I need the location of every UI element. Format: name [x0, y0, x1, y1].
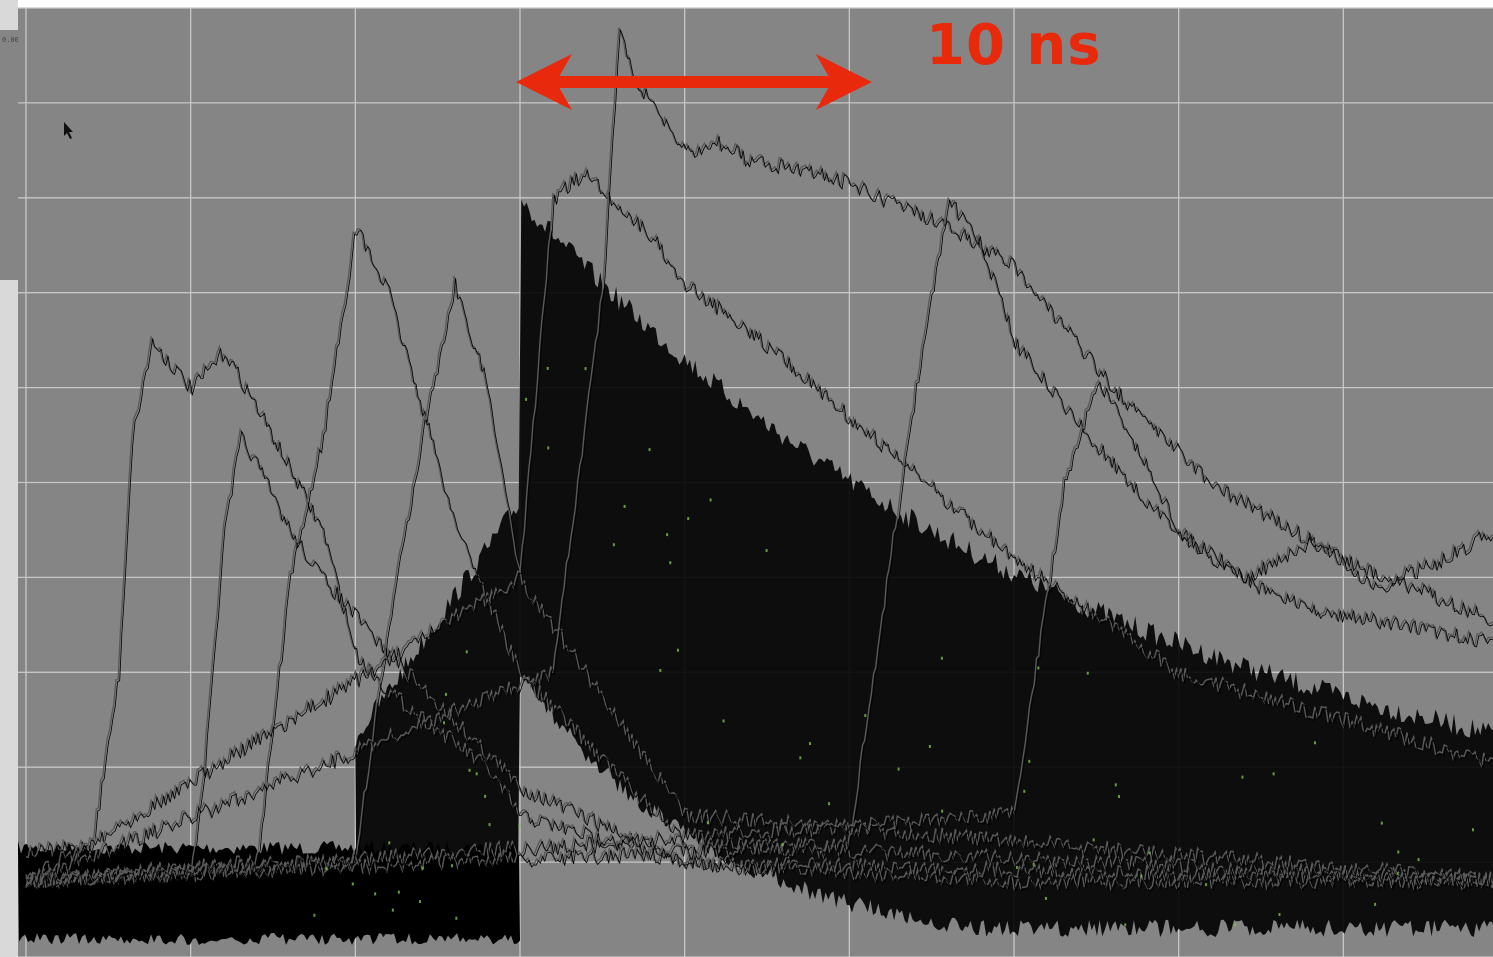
- noise-speck: [781, 843, 784, 847]
- noise-speck: [547, 446, 550, 450]
- noise-speck: [648, 448, 651, 452]
- noise-speck: [1114, 783, 1117, 787]
- noise-speck: [1015, 865, 1018, 869]
- noise-speck: [1023, 789, 1026, 793]
- noise-speck: [1028, 759, 1031, 763]
- noise-speck: [623, 504, 626, 508]
- noise-speck: [1241, 775, 1244, 779]
- noise-speck: [1124, 923, 1127, 927]
- noise-speck: [488, 823, 491, 827]
- noise-speck: [1086, 671, 1089, 675]
- mouse-cursor-icon: [64, 122, 73, 139]
- noise-speck: [391, 908, 394, 912]
- arrow-head-left-icon: [516, 54, 572, 110]
- noise-speck: [325, 867, 328, 871]
- trace-2-echo: [27, 430, 1493, 890]
- noise-specks: [313, 366, 1475, 927]
- noise-speck: [1234, 923, 1237, 927]
- timescale-label: 10 ns: [926, 13, 1102, 78]
- arrow-head-right-icon: [815, 54, 872, 110]
- noise-speck: [421, 866, 424, 870]
- noise-speck: [1037, 666, 1040, 670]
- noise-speck: [444, 692, 447, 696]
- noise-speck: [1140, 874, 1143, 878]
- noise-speck: [388, 841, 391, 845]
- noise-speck: [1272, 772, 1275, 776]
- inset-window-remnant: [0, 30, 18, 280]
- timescale-arrow: [516, 54, 872, 110]
- trace-5: [25, 165, 1493, 882]
- noise-speck: [666, 533, 669, 537]
- noise-speck: [1148, 851, 1151, 855]
- noise-speck: [709, 498, 712, 502]
- noise-speck: [828, 802, 831, 806]
- noise-speck: [1380, 821, 1383, 825]
- noise-speck: [484, 794, 487, 798]
- noise-speck: [1313, 741, 1316, 745]
- noise-speck: [940, 656, 943, 660]
- noise-speck: [1032, 862, 1035, 866]
- noise-speck: [1117, 795, 1120, 799]
- noise-speck: [612, 543, 615, 547]
- noise-speck: [1417, 858, 1420, 862]
- noise-speck: [418, 900, 421, 904]
- trace-5-echo: [27, 168, 1493, 883]
- noise-speck: [659, 669, 662, 673]
- noise-speck: [1396, 872, 1399, 876]
- trace-3-echo: [27, 230, 1493, 889]
- noise-speck: [525, 397, 528, 401]
- noise-speck: [475, 772, 478, 776]
- noise-speck: [722, 719, 725, 723]
- noise-speck: [313, 913, 316, 917]
- noise-speck: [799, 756, 802, 760]
- noise-speck: [465, 650, 468, 654]
- noise-speck: [374, 892, 377, 896]
- noise-speck: [941, 809, 944, 813]
- noise-speck: [451, 864, 454, 868]
- trace-6-echo: [27, 29, 1493, 889]
- noise-speck: [518, 824, 521, 828]
- noise-speck: [546, 366, 549, 370]
- noise-speck: [669, 561, 672, 565]
- noise-speck: [1472, 828, 1475, 832]
- noise-speck: [928, 745, 931, 749]
- noise-speck: [397, 890, 400, 894]
- noise-speck: [897, 767, 900, 771]
- noise-speck: [455, 916, 458, 920]
- trace-8-echo: [27, 381, 1493, 891]
- noise-speck: [468, 768, 471, 772]
- noise-speck: [706, 821, 709, 825]
- trace-7-echo: [27, 199, 1493, 891]
- noise-speck: [1397, 850, 1400, 854]
- noise-speck: [1044, 896, 1047, 900]
- waveform-traces: [25, 27, 1493, 893]
- noise-speck: [1278, 913, 1281, 917]
- inset-window-text: 0.004: [2, 36, 23, 44]
- noise-speck: [1205, 883, 1208, 887]
- noise-speck: [584, 367, 587, 371]
- noise-speck: [1092, 838, 1095, 842]
- noise-speck: [351, 882, 354, 886]
- noise-speck: [765, 549, 768, 553]
- trace-2: [25, 427, 1493, 889]
- noise-speck: [808, 742, 811, 746]
- noise-speck: [676, 648, 679, 652]
- noise-speck: [443, 721, 446, 725]
- noise-speck: [687, 517, 690, 521]
- noise-speck: [1374, 902, 1377, 906]
- noise-speck: [864, 714, 867, 718]
